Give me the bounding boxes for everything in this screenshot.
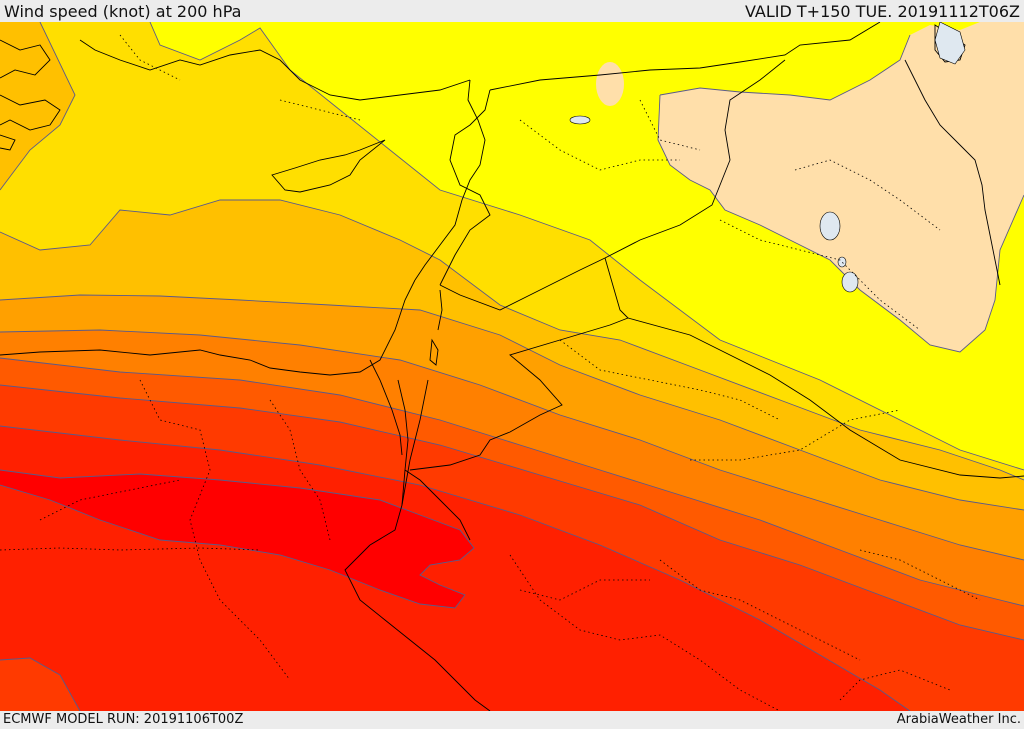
title-bar: Wind speed (knot) at 200 hPa VALID T+150… [0,0,1024,22]
country-borders [369,22,1024,479]
footer-bar: ECMWF MODEL RUN: 20191106T00Z ArabiaWeat… [0,711,1024,729]
coastlines [0,24,966,711]
weak-wind-islet-2 [783,112,803,124]
weak-wind-islet [596,62,624,106]
band-bottom-left [0,658,80,711]
band-jet-core [0,470,474,608]
lakes [569,22,966,293]
credit: ArabiaWeather Inc. [896,712,1021,727]
wind-speed-map [0,22,1024,711]
valid-time: VALID T+150 TUE. 20191112T06Z [744,2,1020,21]
map-canvas [0,22,1024,711]
isotach-contours [0,22,1024,711]
model-run: ECMWF MODEL RUN: 20191106T00Z [3,712,244,727]
map-title: Wind speed (knot) at 200 hPa [4,2,242,21]
weak-wind-pocket [658,22,1024,352]
province-borders [0,34,981,711]
